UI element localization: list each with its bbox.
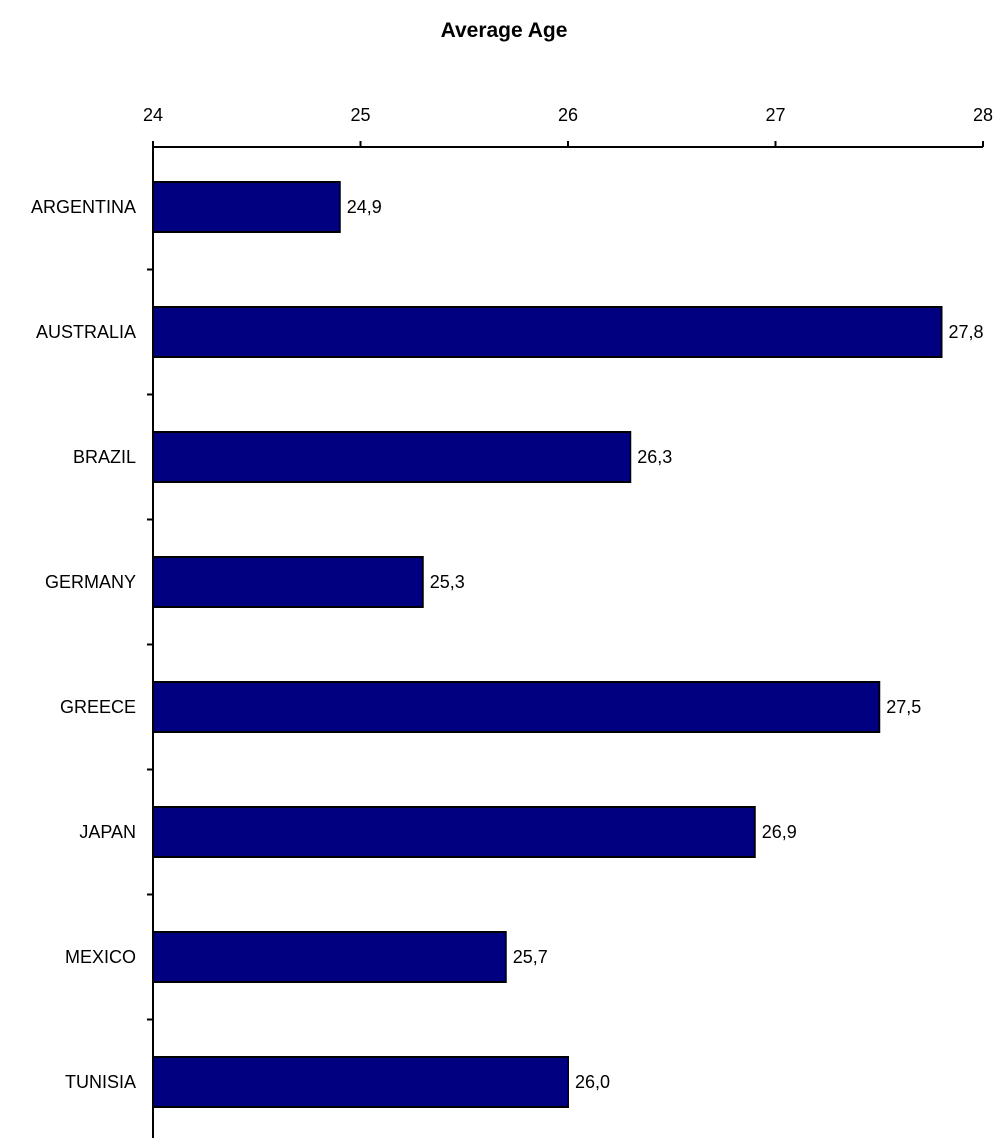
value-axis-tick-label: 27	[765, 105, 785, 125]
category-label: GREECE	[60, 697, 136, 717]
value-axis: 24 25 26 27 28	[143, 105, 993, 148]
bar-australia	[152, 306, 943, 358]
category-label: ARGENTINA	[31, 197, 136, 217]
value-axis-tick-label: 24	[143, 105, 163, 125]
bar-mexico	[152, 931, 507, 983]
bar-germany	[152, 556, 424, 608]
category-label: JAPAN	[79, 822, 136, 842]
bar-value-label: 26,9	[762, 822, 797, 842]
category-label: BRAZIL	[73, 447, 136, 467]
category-label: AUSTRALIA	[36, 322, 136, 342]
bar-japan	[152, 806, 756, 858]
bar-value-label: 27,8	[949, 322, 984, 342]
chart-title: Average Age	[441, 19, 568, 42]
bar-value-label: 25,3	[430, 572, 465, 592]
bar-value-label: 27,5	[886, 697, 921, 717]
bars-group	[152, 181, 943, 1108]
bar-value-label: 26,0	[575, 1072, 610, 1092]
bar-value-label: 25,7	[513, 947, 548, 967]
category-label: MEXICO	[65, 947, 136, 967]
category-axis: ARGENTINA AUSTRALIA BRAZIL GERMANY GREECE JAP…	[31, 147, 154, 1138]
value-axis-tick-label: 25	[350, 105, 370, 125]
category-label: TUNISIA	[65, 1072, 136, 1092]
bar-brazil	[152, 431, 632, 483]
bar-greece	[152, 681, 881, 733]
category-label: GERMANY	[45, 572, 136, 592]
bar-argentina	[152, 181, 341, 233]
value-axis-tick-label: 28	[973, 105, 993, 125]
value-axis-tick-label: 26	[558, 105, 578, 125]
bar-value-label: 24,9	[347, 197, 382, 217]
value-labels-group: 24,9 27,8 26,3 25,3 27,5 26,9 25,7 26,0	[347, 197, 984, 1092]
bar-value-label: 26,3	[637, 447, 672, 467]
bar-tunisia	[152, 1056, 569, 1108]
